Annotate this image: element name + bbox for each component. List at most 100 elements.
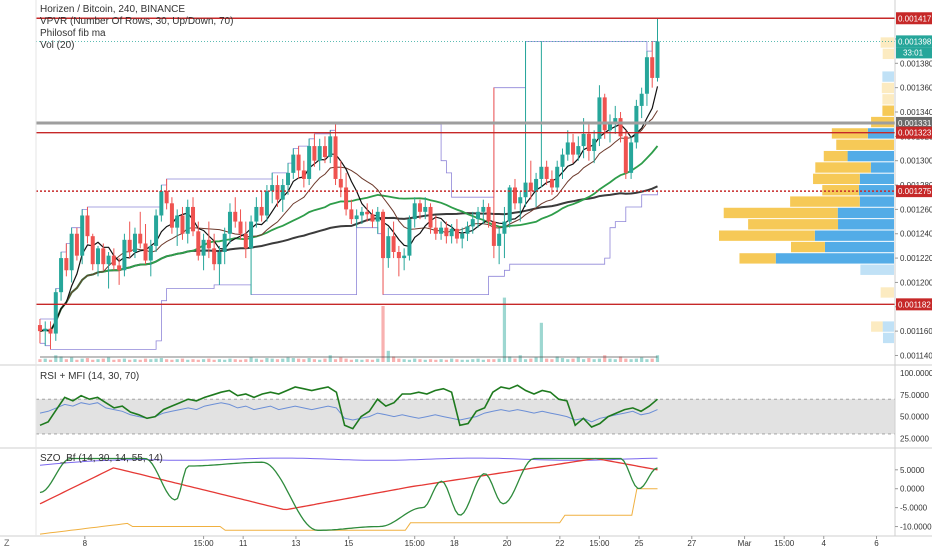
candle [581,118,586,159]
candle [154,209,159,252]
volume-profile-down [859,196,894,207]
szo-main-line [39,457,658,531]
candle [576,136,581,161]
candle-body [222,233,227,252]
time-tick-label: 18 [450,539,459,548]
time-tick-label: 15:00 [589,539,610,548]
candle-body [613,118,618,125]
volume-bar [534,357,538,362]
volume-bar [270,358,274,362]
volume-bar [133,359,137,362]
candle-body [433,227,438,234]
candle-body [460,233,465,239]
candle-body [270,185,275,192]
volume-bar [423,359,427,362]
volume-bar [555,356,559,362]
candle [518,191,523,222]
candle [454,219,459,244]
candle [607,114,612,143]
candle-body [122,239,127,271]
candle [396,245,401,277]
candle [175,209,180,246]
candle-body [148,245,153,261]
volume-profile-down [867,128,894,139]
candle-body [629,142,634,173]
volume-profile-down [882,332,894,344]
level-tag [896,12,932,25]
candle [644,51,649,106]
candle-body [555,166,560,188]
candle [90,233,95,271]
volume-bar [523,359,528,362]
volume-bar [122,358,127,362]
volume-profile-down [882,321,894,332]
volume-profile-down [838,219,894,230]
candle [486,203,491,228]
candle-body [154,215,159,246]
volume-bar [370,359,375,362]
candle [185,199,190,244]
volume-profile-down [775,253,894,264]
candle [428,203,433,234]
volume-bar [571,358,575,362]
candle-body [523,182,528,198]
candle-body [322,146,327,158]
candle [217,245,222,285]
candle [291,148,296,179]
candle-body [159,191,164,216]
candle [470,211,475,234]
volume-bar [624,358,628,362]
volume-bar [318,359,322,362]
volume-bar [560,358,565,362]
rsi-legend: RSI + MFI (14, 30, 70) [40,371,140,382]
volume-bar [217,359,222,362]
candle [127,221,132,259]
candle-body [576,146,581,155]
candle [592,130,597,164]
candle [655,18,660,82]
volume-bar [186,359,190,362]
candle-body [365,211,370,215]
volume-profile-down [847,150,894,162]
szo-signal-line [39,457,658,511]
candle-body [175,215,180,228]
candle [465,221,470,242]
candle-body [344,187,349,210]
candle [322,136,327,164]
candle [502,206,507,259]
candle-body [359,211,364,216]
volume-bar [191,359,195,362]
volume-profile-up [719,230,815,241]
level-tag-label: 0.001275 [898,187,932,196]
moving-average-fast [39,86,659,332]
candle [296,146,301,179]
volume-profile-up [882,94,894,105]
candle-body [138,233,143,244]
candle-body [650,57,655,78]
volume-bar [96,359,100,362]
candle-body [338,178,343,188]
candle-body [328,136,333,158]
candle-body [275,185,280,200]
volume-bar [59,356,63,362]
level-tag-label: 0.001182 [898,300,931,309]
volume-bar [434,359,438,362]
volume-bar [476,358,480,362]
candle-body [180,215,185,234]
candle [132,227,137,259]
volume-bar [566,359,570,362]
candle-body [623,136,628,173]
volume-bar [244,359,248,362]
candle-body [164,191,169,204]
mfi-line [39,402,658,423]
volume-bar [112,359,116,362]
candle-body [476,211,481,220]
price-tick-label: 0.001340 [900,108,932,117]
candle-body [518,197,523,204]
rsi-tick-label: 50.0000 [900,413,929,422]
volume-bar [307,358,311,362]
moving-average-mid [39,110,658,332]
candle [613,105,618,134]
price-tick-label: 0.001140 [900,351,932,360]
volume-bar [54,355,58,362]
